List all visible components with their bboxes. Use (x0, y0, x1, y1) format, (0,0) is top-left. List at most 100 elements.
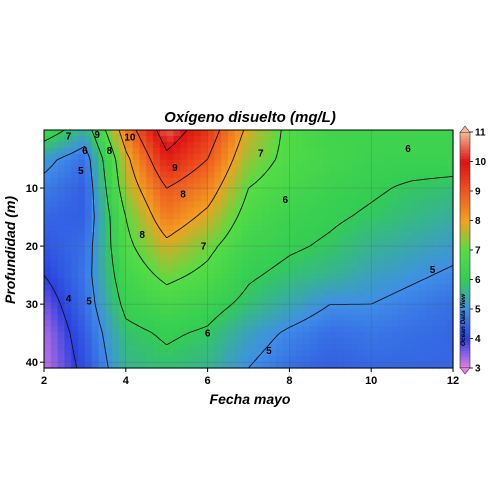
heatmap-cell (384, 201, 393, 208)
heatmap-cell (405, 135, 413, 143)
heatmap-cell (44, 231, 52, 238)
heatmap-cell (207, 249, 216, 256)
heatmap-cell (44, 254, 52, 262)
heatmap-cell (303, 254, 311, 262)
heatmap-cell (118, 272, 127, 280)
heatmap-cell (343, 320, 352, 327)
heatmap-cell (98, 266, 106, 274)
heatmap-cell (432, 284, 440, 292)
heatmap-cell (105, 171, 113, 179)
heatmap-cell (357, 326, 365, 333)
heatmap-cell (132, 135, 141, 143)
heatmap-cell (57, 284, 66, 292)
heatmap-cell (125, 135, 134, 143)
heatmap-cell (187, 219, 195, 226)
heatmap-cell (350, 320, 359, 327)
heatmap-cell (159, 314, 168, 321)
heatmap-cell (214, 326, 222, 333)
heatmap-cell (350, 284, 359, 292)
heatmap-cell (146, 356, 154, 363)
heatmap-cell (228, 249, 236, 256)
contour-label: 5 (266, 346, 272, 357)
heatmap-cell (275, 189, 284, 197)
heatmap-cell (309, 147, 318, 155)
heatmap-cell (118, 207, 127, 214)
colorbar-segment (460, 285, 470, 289)
heatmap-cell (289, 326, 297, 333)
heatmap-cell (71, 302, 79, 310)
heatmap-cell (200, 278, 209, 286)
heatmap-cell (50, 153, 59, 161)
heatmap-cell (200, 207, 209, 214)
heatmap-cell (439, 171, 447, 179)
heatmap-cell (241, 314, 250, 321)
heatmap-cell (364, 260, 372, 268)
heatmap-cell (71, 159, 79, 167)
heatmap-cell (214, 320, 222, 327)
heatmap-cell (57, 189, 66, 197)
heatmap-cell (50, 183, 59, 191)
heatmap-cell (398, 344, 406, 351)
heatmap-cell (44, 171, 52, 179)
heatmap-cell (98, 308, 106, 316)
heatmap-cell (282, 159, 290, 167)
heatmap-cell (275, 130, 284, 137)
heatmap-cell (371, 213, 379, 220)
heatmap-cell (50, 260, 59, 268)
heatmap-cell (234, 177, 243, 185)
heatmap-cell (71, 130, 79, 137)
heatmap-cell (112, 350, 120, 357)
heatmap-cell (241, 171, 250, 179)
heatmap-cell (337, 338, 345, 345)
heatmap-cell (418, 183, 427, 191)
heatmap-cell (309, 320, 318, 327)
heatmap-cell (371, 153, 379, 161)
heatmap-cell (146, 153, 154, 161)
heatmap-cell (296, 344, 304, 351)
heatmap-cell (44, 284, 52, 292)
heatmap-cell (262, 141, 270, 149)
heatmap-cell (105, 284, 113, 292)
heatmap-cell (398, 165, 406, 173)
heatmap-cell (371, 260, 379, 268)
heatmap-cell (343, 147, 352, 155)
heatmap-cell (105, 350, 113, 357)
heatmap-cell (425, 266, 434, 274)
heatmap-cell (378, 237, 386, 244)
colorbar-gradient (460, 132, 470, 369)
heatmap-cell (432, 130, 440, 137)
heatmap-cell (234, 362, 243, 369)
heatmap-cell (221, 177, 229, 185)
heatmap-cell (357, 266, 365, 274)
heatmap-cell (248, 207, 256, 214)
heatmap-cell (91, 159, 100, 167)
heatmap-cell (44, 165, 52, 173)
heatmap-cell (200, 141, 209, 149)
heatmap-cell (118, 189, 127, 197)
heatmap-cell (118, 302, 127, 310)
heatmap-cell (118, 177, 127, 185)
heatmap-cell (364, 165, 372, 173)
heatmap-cell (166, 130, 175, 137)
heatmap-cell (330, 165, 338, 173)
heatmap-cell (248, 249, 256, 256)
heatmap-cell (371, 302, 379, 310)
heatmap-cell (228, 326, 236, 333)
heatmap-cell (316, 266, 325, 274)
colorbar-segment (460, 247, 470, 251)
colorbar-segment (460, 185, 470, 189)
heatmap-cell (166, 326, 175, 333)
heatmap-cell (64, 266, 72, 274)
heatmap-cell (425, 350, 434, 357)
heatmap-cell (159, 130, 168, 137)
heatmap-cell (303, 207, 311, 214)
heatmap-cell (364, 278, 372, 286)
heatmap-cell (248, 356, 256, 363)
heatmap-cell (146, 201, 154, 208)
heatmap-cell (132, 272, 141, 280)
heatmap-cell (384, 171, 393, 179)
heatmap-cell (125, 237, 134, 244)
heatmap-cell (432, 171, 440, 179)
heatmap-cell (118, 141, 127, 149)
